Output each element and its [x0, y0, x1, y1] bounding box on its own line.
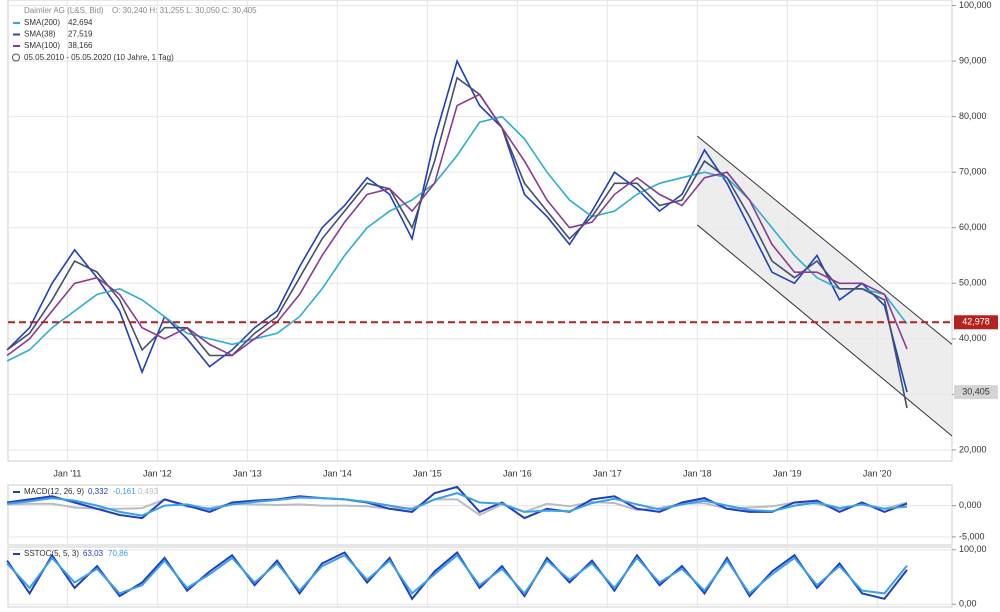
- ohlc-header: O: 30,240 H: 31,255 L: 30,050 C: 30,405: [112, 6, 257, 15]
- reference-label: 42,978: [962, 317, 990, 327]
- y-tick-label: 90,000: [959, 55, 987, 65]
- legend-value: -0,161: [113, 487, 136, 496]
- channel-line: [697, 224, 953, 437]
- series-line: [6, 492, 908, 517]
- legend-value: 70,86: [108, 549, 129, 558]
- x-tick-label: Jan '15: [413, 468, 442, 478]
- channel-line: [697, 135, 953, 345]
- legend-value: 38,166: [68, 41, 93, 50]
- panel-frame: [7, 484, 953, 546]
- legend-value: 42,694: [68, 18, 93, 27]
- channel-fill: [697, 136, 952, 437]
- last-price-label: 30,405: [962, 386, 990, 396]
- y-tick-label: 60,000: [959, 222, 987, 232]
- y-tick-label: 0,00: [959, 599, 977, 609]
- legend-label: SMA(100): [24, 41, 60, 50]
- legend-label: SMA(200): [24, 18, 60, 27]
- panel-frame: [7, 0, 953, 462]
- y-tick-label: 20,000: [959, 444, 987, 454]
- x-tick-label: Jan '19: [773, 468, 802, 478]
- series-line: [6, 485, 908, 520]
- legend-value: 63,03: [83, 549, 104, 558]
- legend-label: SSTOC(5, 5, 3): [24, 549, 79, 558]
- y-tick-label: 100,00: [959, 544, 987, 554]
- x-tick-label: Jan '12: [143, 468, 172, 478]
- series-line: [6, 115, 908, 362]
- legend-value: 27,519: [68, 30, 93, 39]
- subtitle: 05.05.2010 - 05.05.2020 (10 Jahre, 1 Tag…: [24, 53, 174, 62]
- series-line: [6, 93, 908, 357]
- chart-title: Daimler AG (L&S, Bid): [24, 6, 104, 15]
- x-tick-label: Jan '17: [593, 468, 622, 478]
- legend-value: 0,332: [88, 487, 109, 496]
- legend-value: 0,493: [138, 487, 159, 496]
- y-tick-label: 40,000: [959, 333, 987, 343]
- panel-frame: [7, 546, 953, 608]
- x-tick-label: Jan '20: [863, 468, 892, 478]
- x-tick-label: Jan '16: [503, 468, 532, 478]
- x-tick-label: Jan '11: [53, 468, 81, 478]
- y-tick-label: 50,000: [959, 278, 987, 288]
- last-price-tag: [954, 385, 998, 400]
- x-tick-label: Jan '14: [323, 468, 352, 478]
- clock-icon: [12, 53, 20, 62]
- series-line: [6, 553, 908, 596]
- y-tick-label: 70,000: [959, 167, 987, 177]
- y-tick-label: 100,000: [959, 0, 992, 10]
- legend-label: SMA(38): [24, 30, 56, 39]
- x-tick-label: Jan '13: [233, 468, 262, 478]
- legend-label: MACD(12, 26, 9): [24, 487, 84, 496]
- y-tick-label: 80,000: [959, 111, 987, 121]
- series-line: [7, 498, 908, 517]
- y-tick-label: -5,000: [959, 531, 985, 541]
- y-tick-label: 0,000: [959, 500, 982, 510]
- x-tick-label: Jan '18: [683, 468, 712, 478]
- reference-tag: [954, 315, 998, 330]
